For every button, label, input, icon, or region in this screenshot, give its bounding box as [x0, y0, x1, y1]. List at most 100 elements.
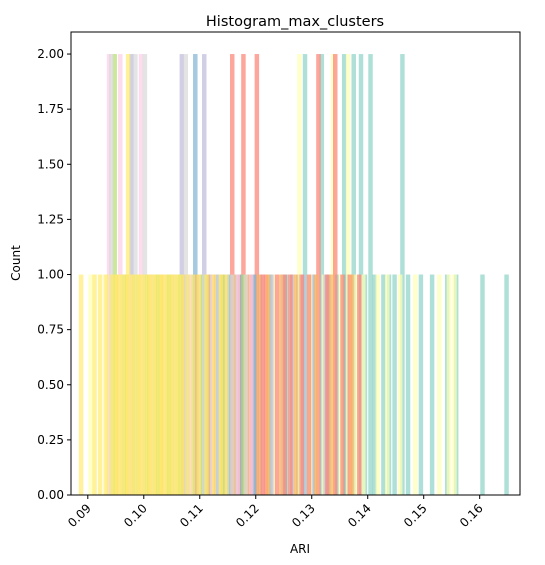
histogram-bar: [176, 274, 181, 495]
histogram-bar: [202, 274, 207, 495]
y-axis-label: Count: [9, 245, 23, 281]
bar-layer: [78, 54, 509, 496]
histogram-bar: [353, 274, 358, 495]
histogram-bar: [218, 274, 224, 495]
histogram-bar: [329, 274, 334, 495]
y-tick-label: 0.75: [37, 323, 64, 337]
histogram-bar: [92, 274, 97, 495]
histogram-bar: [397, 274, 403, 495]
histogram-bar: [230, 274, 235, 495]
histogram-bar: [325, 274, 330, 495]
x-axis-ticks: 0.09 0.10 0.11 0.12 0.13 0.14 0.15 0.16: [65, 495, 486, 530]
histogram-bar: [313, 274, 319, 495]
x-tick-label: 0.14: [345, 501, 374, 530]
histogram-bar: [368, 54, 373, 496]
histogram-bar: [361, 274, 366, 495]
histogram-bar: [97, 274, 103, 495]
histogram-bar: [114, 274, 120, 495]
histogram-bar: [269, 274, 274, 495]
histogram-bar: [256, 274, 261, 495]
histogram-bar: [224, 274, 229, 495]
histogram-bar: [446, 274, 452, 495]
histogram-bar: [252, 274, 257, 495]
plot-frame: [70, 31, 521, 496]
histogram-bar: [190, 274, 196, 495]
histogram-bar: [274, 274, 280, 495]
histogram-bar: [170, 274, 176, 495]
y-axis-ticks: 0.00 0.25 0.50 0.75 1.00 1.25 1.50 1.75 2.00: [37, 47, 71, 502]
histogram-bar: [137, 274, 142, 495]
histogram-bar: [125, 54, 131, 496]
histogram-bar: [297, 54, 302, 496]
histogram-bar: [504, 274, 509, 495]
histogram-bar: [293, 274, 299, 495]
histogram-bar: [226, 274, 232, 495]
x-tick-label: 0.13: [289, 501, 318, 530]
y-tick-label: 1.00: [37, 268, 64, 282]
histogram-bar: [196, 274, 201, 495]
histogram-bar: [159, 274, 164, 495]
histogram-bar: [418, 274, 424, 495]
histogram-bar: [131, 274, 136, 495]
histogram-bar: [243, 274, 248, 495]
histogram-bar: [282, 274, 288, 495]
histogram-bar: [357, 274, 362, 495]
histogram-bar: [204, 274, 209, 495]
histogram-bar: [157, 274, 162, 495]
histogram-bar: [306, 274, 312, 495]
histogram-bar: [235, 274, 241, 495]
x-tick-label: 0.10: [121, 501, 150, 530]
histogram-bar: [265, 274, 271, 495]
x-tick-label: 0.16: [457, 501, 486, 530]
histogram-bar: [185, 274, 190, 495]
histogram-bar: [123, 274, 129, 495]
histogram-bar: [165, 274, 170, 495]
histogram-bar: [278, 274, 284, 495]
histogram-bar: [429, 274, 435, 495]
y-tick-label: 0.25: [37, 433, 64, 447]
histogram-bar: [288, 274, 293, 495]
histogram-bar: [452, 274, 457, 495]
x-tick-label: 0.09: [65, 501, 94, 530]
histogram-bar: [340, 274, 345, 495]
y-tick-label: 0.50: [37, 378, 64, 392]
histogram-bar: [88, 274, 93, 495]
histogram-bar: [375, 274, 381, 495]
x-tick-label: 0.11: [177, 501, 206, 530]
histogram-bar: [249, 274, 254, 495]
histogram-bar: [109, 274, 114, 495]
histogram-bar: [480, 274, 485, 495]
histogram-bar: [179, 274, 185, 495]
histogram-bar: [437, 274, 442, 495]
histogram-bar: [153, 274, 159, 495]
histogram-bar: [349, 274, 355, 495]
y-tick-label: 1.50: [37, 157, 64, 171]
chart-title: Histogram_max_clusters: [206, 14, 384, 30]
histogram-bar: [129, 274, 134, 495]
y-tick-label: 1.75: [37, 102, 64, 116]
histogram-bar: [392, 274, 397, 495]
histogram-bar: [381, 274, 386, 495]
histogram-bar: [211, 274, 216, 495]
x-tick-label: 0.15: [401, 501, 430, 530]
histogram-bar: [148, 274, 153, 495]
y-tick-label: 0.00: [37, 488, 64, 502]
histogram-bar: [151, 274, 157, 495]
histogram-bar: [372, 274, 377, 495]
histogram-bar: [385, 274, 390, 495]
histogram-bar: [405, 274, 411, 495]
x-tick-label: 0.12: [233, 501, 262, 530]
histogram-bar: [120, 274, 125, 495]
y-tick-label: 2.00: [37, 47, 64, 61]
histogram-bar: [78, 274, 84, 495]
histogram-bar: [413, 274, 418, 495]
histogram-bar: [260, 274, 265, 495]
histogram-bar: [103, 274, 108, 495]
x-axis-label: ARI: [290, 542, 310, 556]
histogram-bar: [142, 274, 148, 495]
y-tick-label: 1.25: [37, 212, 64, 226]
histogram-bar: [299, 274, 304, 495]
histogram-bar: [215, 274, 220, 495]
histogram-bar: [232, 274, 237, 495]
